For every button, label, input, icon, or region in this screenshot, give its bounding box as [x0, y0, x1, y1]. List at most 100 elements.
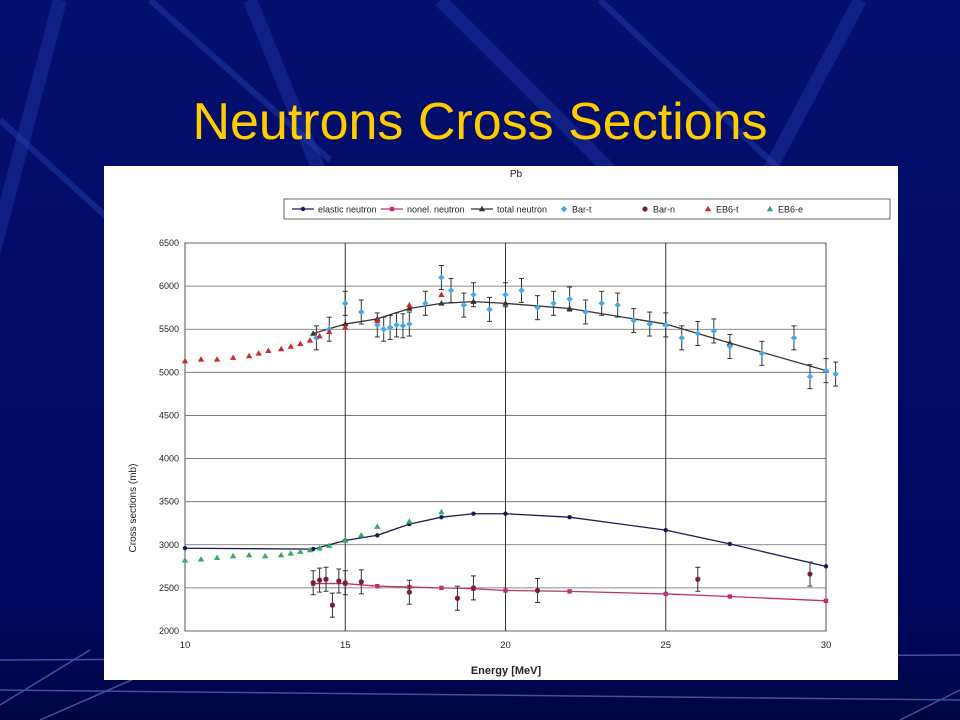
bar-t-point [598, 300, 605, 307]
total-neutron-point [438, 300, 445, 306]
x-tick-label: 10 [180, 640, 191, 651]
bar-t-point [790, 334, 798, 342]
legend-label-elastic-neutron: elastic neutron [318, 205, 377, 215]
legend-marker-nonel-neutron [389, 206, 395, 212]
eb6-t-point [406, 301, 413, 308]
bar-t-point [646, 320, 653, 328]
bar-t-point [358, 308, 365, 316]
total-neutron-point [310, 330, 317, 336]
y-tick-label: 5500 [159, 324, 179, 334]
bar-n-point [534, 587, 541, 594]
eb6-t-point [277, 345, 285, 352]
bar-t-point [822, 367, 830, 374]
eb6-e-point [358, 532, 365, 538]
eb6-e-point [277, 551, 285, 558]
bar-t-point [422, 300, 429, 307]
bar-t-point [393, 321, 400, 329]
y-tick-label: 2500 [159, 583, 179, 593]
eb6-t-point [265, 347, 272, 354]
series-eb6-t [181, 291, 445, 364]
eb6-e-point [316, 545, 323, 551]
axis-ticks: 2000 2500 3000 3500 4000 4500 5000 5500 6000 6500… [159, 238, 831, 651]
bar-t-point [694, 330, 701, 337]
nonel-neutron-point [503, 588, 508, 593]
eb6-e-point [287, 550, 294, 556]
eb6-t-point [255, 350, 262, 356]
series-elastic-neutron [182, 511, 829, 569]
eb6-e-point [374, 523, 381, 529]
eb6-e-point [213, 554, 221, 560]
elastic-neutron-point [567, 514, 572, 520]
elastic-neutron-point [375, 533, 380, 538]
elastic-neutron-point [471, 511, 476, 516]
bar-t-point [342, 300, 349, 307]
elastic-neutron-line [184, 513, 827, 567]
y-tick-label: 6500 [159, 238, 179, 248]
bar-t-point [678, 334, 685, 342]
x-tick-label: 15 [340, 640, 351, 651]
legend-label-eb6-e: EB6-e [778, 205, 803, 215]
legend-label-eb6-t: EB6-t [716, 205, 739, 215]
bar-t-point [566, 295, 573, 303]
bar-t-point [486, 306, 493, 313]
eb6-t-point [229, 354, 237, 360]
series-eb6-e [181, 508, 445, 563]
eb6-e-point [306, 546, 314, 553]
eb6-t-point [306, 337, 314, 343]
bar-t-point [662, 321, 669, 329]
elastic-neutron-point [311, 546, 316, 552]
legend-marker-eb6-e [766, 205, 774, 212]
y-tick-label: 5000 [159, 367, 179, 377]
bar-t-point [614, 301, 621, 309]
x-tick-label: 20 [500, 640, 511, 651]
y-tick-label: 3500 [159, 497, 179, 507]
legend-label-nonel-neutron: nonel. neutron [407, 205, 465, 215]
eb6-t-point [213, 356, 221, 362]
chart-figure: Pb elastic neutron nonel. neutron total ne… [104, 166, 898, 680]
bar-t-point [460, 301, 468, 309]
eb6-e-point [297, 548, 304, 554]
chart-title: Pb [510, 169, 523, 180]
bar-n-point [454, 595, 461, 601]
nonel-neutron-point [375, 583, 380, 589]
legend-marker-bar-t [560, 205, 568, 213]
x-axis-label: Energy [MeV] [471, 665, 542, 677]
y-tick-label: 3000 [159, 540, 179, 550]
legend-marker-eb6-t [704, 205, 712, 212]
eb6-e-point [229, 552, 237, 559]
eb6-e-point [438, 508, 445, 515]
eb6-t-point [297, 340, 304, 347]
bar-n-point [695, 576, 701, 582]
bar-n-point [310, 580, 316, 586]
chart-legend: elastic neutron nonel. neutron total neutr… [283, 198, 891, 220]
y-tick-label: 4500 [159, 410, 179, 420]
eb6-e-point [342, 537, 349, 543]
bar-n-point [336, 578, 342, 584]
cross-section-chart: Pb elastic neutron nonel. neutron total ne… [104, 166, 898, 680]
y-tick-label: 2000 [159, 626, 179, 636]
bar-t-point [518, 287, 525, 294]
chart-background [104, 166, 898, 680]
bar-n-point [807, 571, 813, 577]
eb6-t-point [197, 356, 205, 362]
eb6-e-point [406, 518, 413, 524]
series-bar-t [313, 264, 839, 390]
x-tick-label: 25 [660, 640, 671, 651]
elastic-neutron-point [823, 564, 829, 569]
nonel-neutron-point [663, 591, 668, 597]
bar-t-point [399, 322, 407, 329]
elastic-neutron-point [727, 541, 733, 547]
bar-t-point [832, 370, 839, 378]
bar-t-point [806, 373, 814, 380]
legend-label-bar-n: Bar-n [653, 205, 675, 215]
bar-t-point [386, 324, 394, 331]
bar-t-point [380, 326, 387, 333]
total-neutron-point [342, 320, 349, 327]
bar-t-point [447, 287, 455, 294]
eb6-t-point [438, 291, 445, 297]
legend-label-total-neutron: total neutron [497, 205, 547, 215]
bar-n-point [358, 579, 364, 585]
bar-t-point [630, 317, 637, 324]
nonel-neutron-point [823, 598, 829, 604]
bar-n-point [329, 602, 336, 608]
